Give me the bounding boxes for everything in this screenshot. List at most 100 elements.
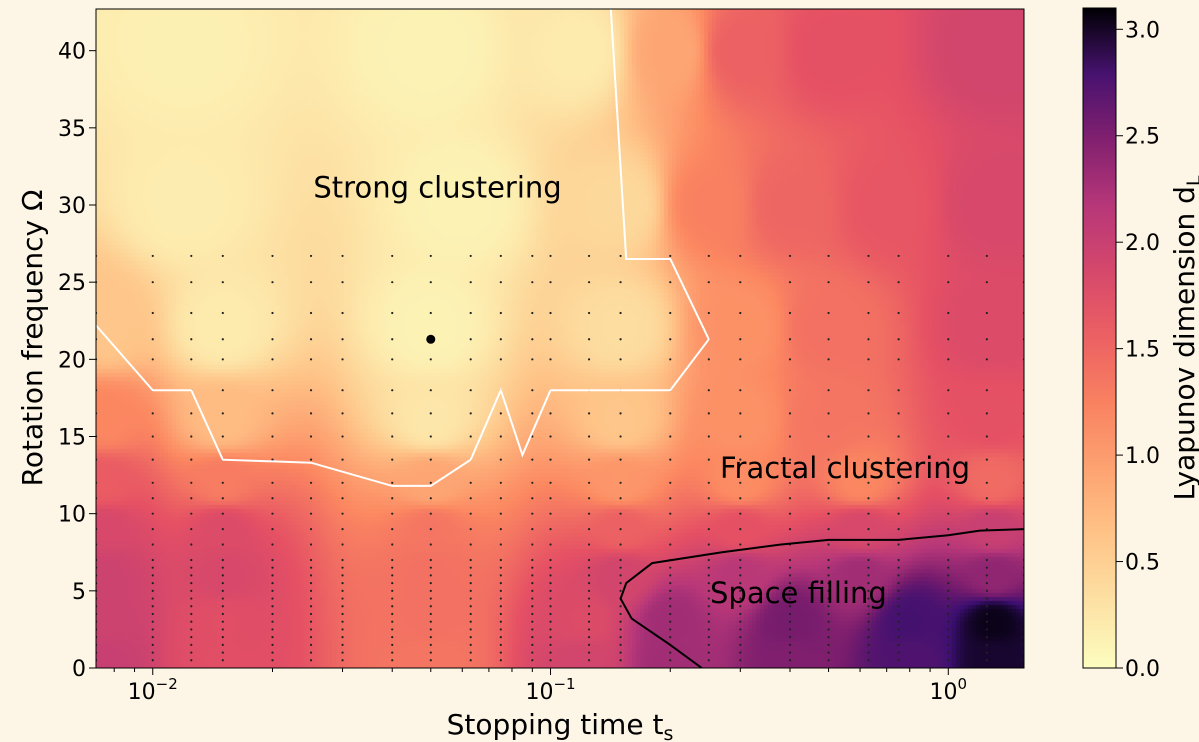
grid-dot [190,620,193,623]
grid-dot [190,636,193,639]
grid-dot [788,643,792,646]
grid-dot [897,497,900,500]
grid-dot [985,281,988,284]
grid-dot [341,412,344,415]
grid-dot [469,358,472,361]
grid-dot [531,458,534,461]
grid-dot [587,512,591,515]
grid-dot [985,481,988,484]
grid-dot [429,412,432,415]
grid-dot [707,643,710,646]
grid-dot [947,597,950,600]
grid-dot [897,597,900,600]
grid-dot [669,628,672,631]
grid-dot [669,311,672,315]
grid-dot [429,605,432,608]
grid-dot [499,558,502,562]
grid-dot [867,481,870,484]
grid-dot [587,574,591,577]
grid-dot [151,651,154,654]
grid-dot [531,574,534,577]
grid-dot [221,589,224,592]
grid-dot [309,605,313,608]
grid-dot [788,597,792,600]
grid-dot [947,566,950,569]
grid-dot [739,435,742,438]
grid-dot [669,338,672,341]
grid-dot [429,566,432,569]
grid-dot [221,512,224,515]
grid-dot [867,605,870,608]
grid-dot [788,458,792,461]
grid-dot [549,558,552,562]
grid-dot [707,412,710,415]
grid-dot [827,612,830,616]
grid-dot [391,497,394,500]
grid-dot [669,281,672,284]
grid-dot [739,338,742,341]
grid-dot [587,612,591,616]
annotation-label: Space filling [710,576,887,610]
grid-dot [739,497,742,500]
grid-dot [788,574,792,577]
grid-dot [469,597,472,600]
grid-dot [221,497,224,500]
grid-dot [587,636,591,639]
grid-dot [531,254,534,258]
grid-dot [619,512,622,515]
grid-dot [827,512,830,515]
grid-dot [739,643,742,646]
grid-dot [739,281,742,284]
grid-dot [739,566,742,569]
grid-dot [827,458,830,461]
grid-dot [271,481,274,484]
grid-dot [788,358,792,361]
grid-dot [867,597,870,600]
region-annotations: Strong clustering Fractal clustering Space… [313,170,970,610]
grid-dot [947,659,950,662]
grid-dot [827,281,830,284]
grid-dot [707,612,710,616]
grid-dot [151,412,154,415]
grid-dot [669,543,672,546]
grid-dot [221,643,224,646]
grid-dot [827,412,830,415]
grid-dot [788,605,792,608]
x-axis-label: Stopping time ts [447,708,674,742]
grid-dot [190,338,193,341]
grid-dot [391,254,394,258]
grid-dot [391,605,394,608]
grid-dot [271,512,274,515]
grid-dot [151,281,154,284]
grid-dot [619,481,622,484]
grid-dot [151,574,154,577]
grid-dot [309,628,313,631]
grid-dot [619,458,622,461]
grid-dot [549,597,552,600]
grid-dot [897,612,900,616]
grid-dot [827,338,830,341]
grid-dot [739,612,742,616]
grid-dot [549,651,552,654]
grid-dot [341,612,344,616]
grid-dot [739,636,742,639]
grid-dot [947,582,950,585]
grid-dot [739,254,742,258]
grid-dot [897,311,900,315]
grid-dot [341,338,344,341]
contour-line-level-1 [96,9,710,487]
grid-dot [429,628,432,631]
grid-dot [707,566,710,569]
grid-dot [391,597,394,600]
grid-dot [221,435,224,438]
grid-dot [221,605,224,608]
grid-dot [499,412,502,415]
grid-dot [499,358,502,361]
grid-dot [549,589,552,592]
colorbar-label: Lyapunov dimension dL [1168,175,1199,500]
grid-dot [151,659,154,662]
grid-dot [897,412,900,415]
grid-dot [867,458,870,461]
grid-dot [190,358,193,361]
